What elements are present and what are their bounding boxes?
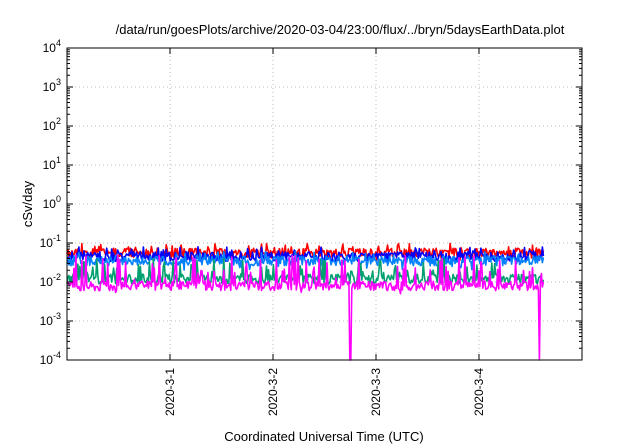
x-axis-title: Coordinated Universal Time (UTC) xyxy=(224,429,423,444)
series-line xyxy=(66,246,545,264)
x-tick-label: 2020-3-4 xyxy=(472,368,486,416)
y-tick-label: 10-3 xyxy=(40,311,61,328)
y-tick-label: 10-1 xyxy=(40,233,61,250)
x-tick-label: 2020-3-3 xyxy=(369,368,383,416)
series-line xyxy=(66,253,545,361)
x-tick-label: 2020-3-1 xyxy=(163,368,177,416)
x-tick-label: 2020-3-2 xyxy=(266,368,280,416)
grid xyxy=(67,48,582,360)
chart-title: /data/run/goesPlots/archive/2020-03-04/2… xyxy=(116,22,565,37)
series-group xyxy=(66,242,545,361)
y-tick-label: 10-4 xyxy=(40,350,61,367)
y-tick-label: 104 xyxy=(43,38,61,55)
y-tick-label: 103 xyxy=(43,77,61,94)
ticks xyxy=(67,47,582,361)
y-tick-label: 102 xyxy=(43,116,61,133)
y-tick-label: 101 xyxy=(43,155,61,172)
plot-frame xyxy=(66,47,583,361)
y-tick-label: 100 xyxy=(43,194,61,211)
y-tick-label: 10-2 xyxy=(40,272,61,289)
y-axis-title: cSv/day xyxy=(20,180,35,227)
y-tick-labels: 104 103 102 101 100 10-1 10-2 10-3 10-4 xyxy=(40,38,61,367)
x-tick-labels: 2020-3-1 2020-3-2 2020-3-3 2020-3-4 xyxy=(163,368,486,416)
series-line xyxy=(66,250,545,271)
